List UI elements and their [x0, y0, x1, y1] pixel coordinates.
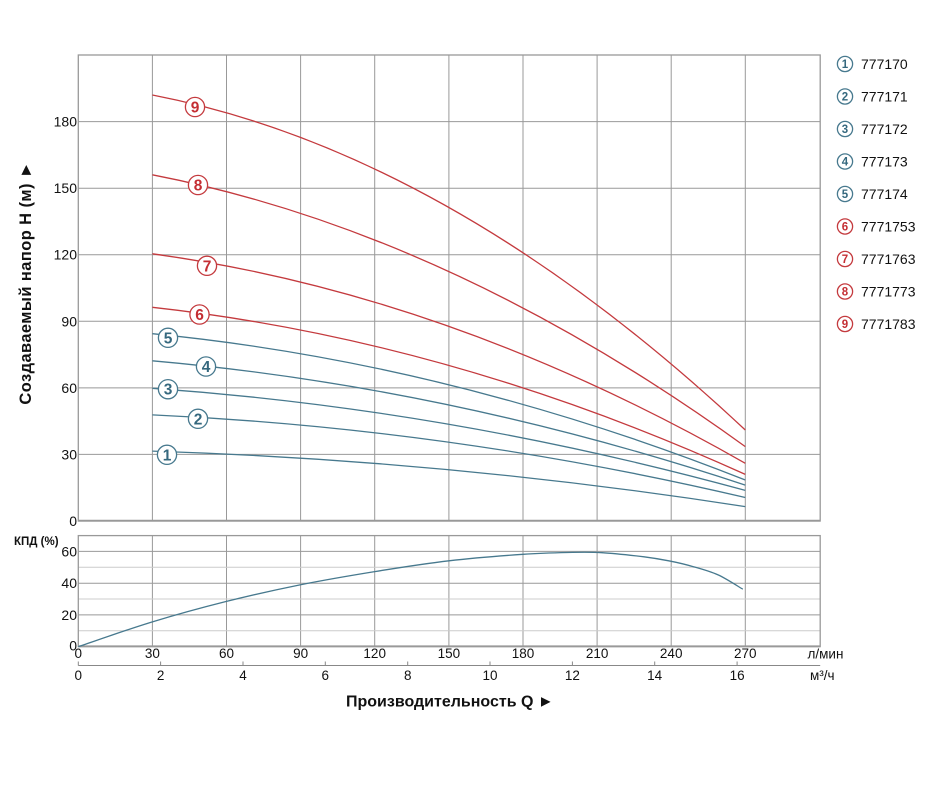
svg-text:4: 4	[202, 359, 211, 376]
svg-text:Производительность Q ►: Производительность Q ►	[346, 694, 554, 711]
svg-text:5: 5	[164, 330, 173, 347]
svg-text:150: 150	[438, 646, 461, 661]
svg-text:180: 180	[512, 646, 535, 661]
svg-text:3: 3	[842, 124, 848, 136]
svg-text:0: 0	[69, 513, 77, 529]
svg-text:6: 6	[842, 222, 848, 234]
svg-text:90: 90	[61, 313, 77, 329]
svg-text:2: 2	[157, 668, 165, 683]
svg-text:КПД (%): КПД (%)	[14, 536, 59, 548]
svg-text:6: 6	[322, 668, 330, 683]
svg-text:60: 60	[61, 544, 77, 560]
svg-text:7771783: 7771783	[861, 316, 916, 332]
svg-text:270: 270	[734, 646, 757, 661]
svg-text:14: 14	[647, 668, 663, 683]
svg-text:9: 9	[191, 100, 200, 117]
svg-text:1: 1	[842, 59, 849, 71]
svg-text:90: 90	[293, 646, 308, 661]
svg-text:3: 3	[164, 382, 173, 399]
svg-text:240: 240	[660, 646, 683, 661]
svg-text:7771753: 7771753	[861, 218, 916, 234]
svg-text:1: 1	[163, 447, 172, 464]
svg-text:0: 0	[69, 638, 77, 654]
svg-text:л/мин: л/мин	[808, 646, 844, 661]
svg-text:8: 8	[404, 668, 412, 683]
svg-text:777170: 777170	[861, 56, 908, 72]
svg-text:4: 4	[842, 157, 849, 169]
svg-text:Создаваемый напор Н (м) ►: Создаваемый напор Н (м) ►	[17, 161, 35, 404]
svg-text:150: 150	[54, 180, 78, 196]
svg-text:120: 120	[363, 646, 386, 661]
svg-text:8: 8	[842, 287, 849, 299]
svg-text:7771773: 7771773	[861, 283, 916, 299]
svg-text:16: 16	[730, 668, 745, 683]
svg-text:30: 30	[61, 446, 77, 462]
svg-text:60: 60	[219, 646, 234, 661]
svg-text:20: 20	[61, 607, 77, 623]
svg-text:180: 180	[54, 114, 78, 130]
svg-text:7: 7	[842, 254, 848, 266]
svg-text:7771763: 7771763	[861, 251, 916, 267]
svg-text:777173: 777173	[861, 153, 908, 169]
svg-text:7: 7	[203, 258, 212, 275]
svg-text:0: 0	[75, 646, 83, 661]
svg-text:8: 8	[194, 178, 203, 195]
svg-text:10: 10	[482, 668, 497, 683]
svg-text:4: 4	[239, 668, 247, 683]
svg-text:210: 210	[586, 646, 609, 661]
svg-text:м³/ч: м³/ч	[810, 668, 835, 683]
svg-text:777174: 777174	[861, 186, 908, 202]
svg-text:9: 9	[842, 319, 848, 331]
svg-text:120: 120	[54, 247, 78, 263]
svg-text:12: 12	[565, 668, 580, 683]
svg-text:777171: 777171	[861, 88, 908, 104]
svg-text:30: 30	[145, 646, 160, 661]
svg-text:2: 2	[194, 411, 203, 428]
svg-text:2: 2	[842, 92, 848, 104]
svg-text:40: 40	[61, 575, 77, 591]
svg-text:0: 0	[75, 668, 83, 683]
svg-text:5: 5	[842, 189, 849, 201]
svg-text:6: 6	[195, 307, 204, 324]
svg-text:60: 60	[61, 380, 77, 396]
svg-text:777172: 777172	[861, 121, 908, 137]
